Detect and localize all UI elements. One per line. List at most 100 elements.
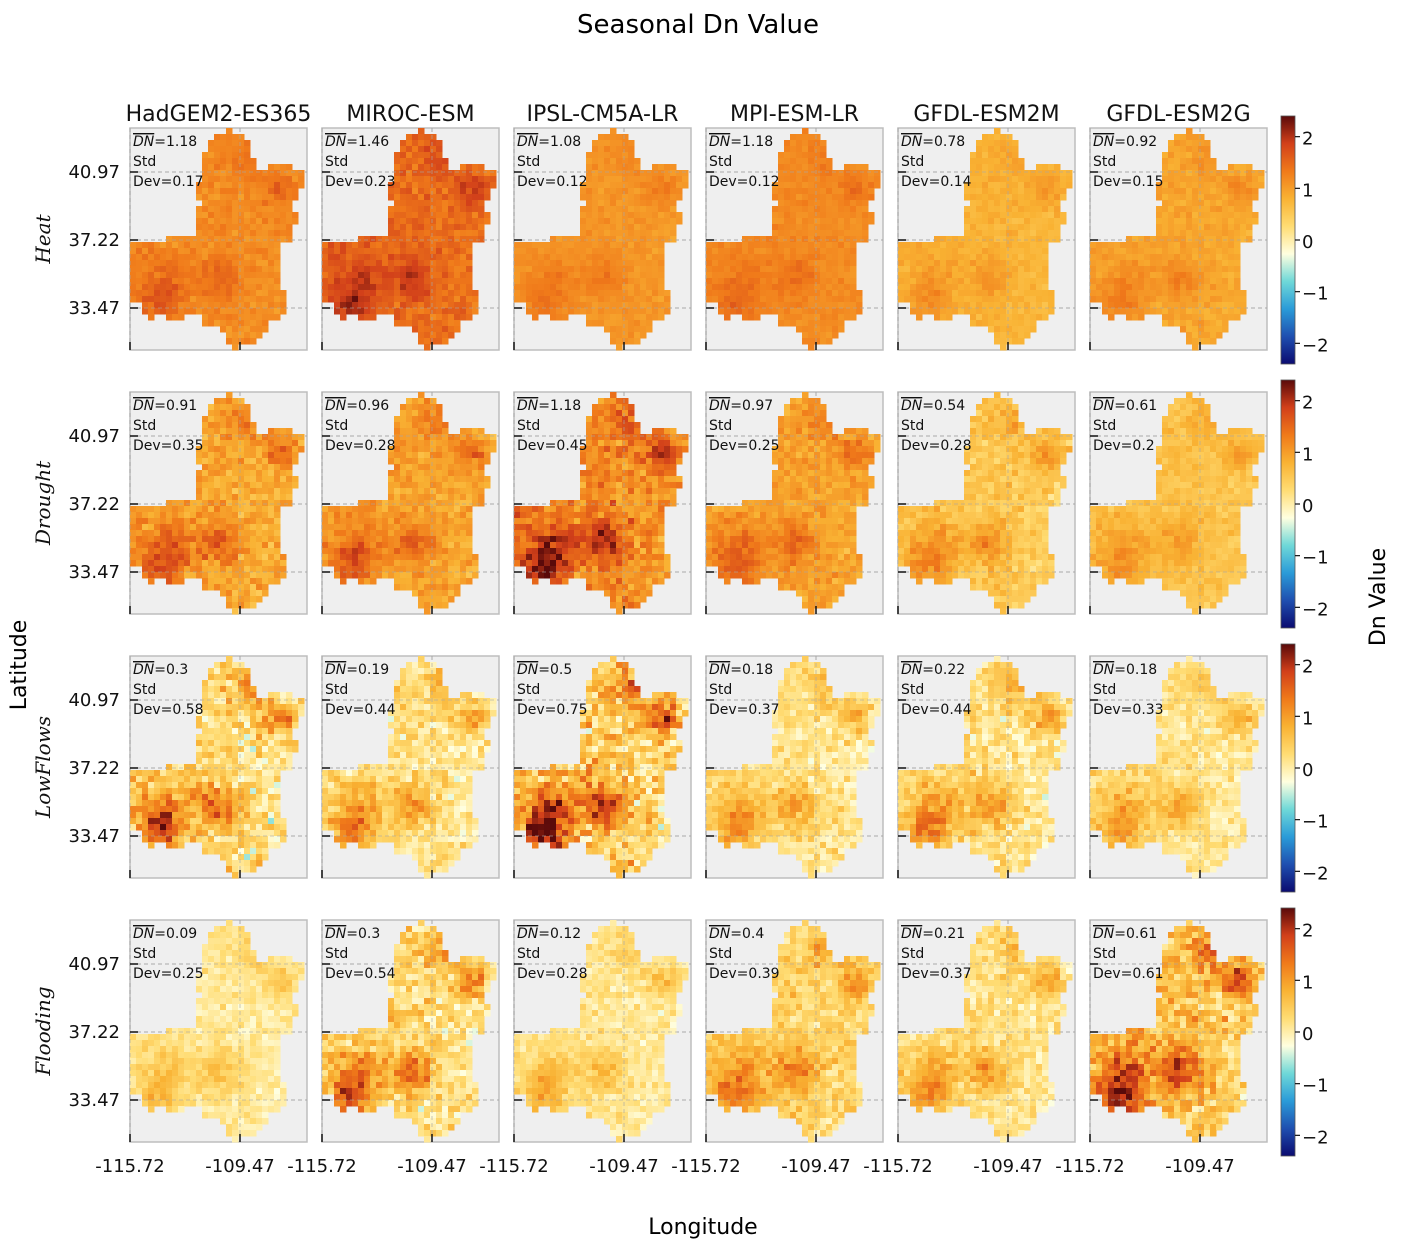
dn-cell: [532, 308, 539, 315]
dn-cell: [268, 524, 275, 531]
dn-cell: [430, 326, 437, 333]
dn-cell: [1036, 302, 1043, 309]
dn-cell: [628, 296, 635, 303]
dn-cell: [778, 218, 785, 225]
dn-cell: [226, 314, 233, 321]
dn-cell: [946, 242, 953, 249]
dn-cell: [400, 218, 407, 225]
dn-cell: [1090, 272, 1097, 279]
dn-cell: [226, 188, 233, 195]
dn-cell: [946, 296, 953, 303]
dn-cell: [166, 236, 173, 243]
dn-cell: [148, 284, 155, 291]
dn-cell: [268, 542, 275, 549]
dn-cell: [196, 506, 203, 513]
dn-cell: [424, 338, 431, 345]
dn-cell: [1174, 146, 1181, 153]
dn-cell: [586, 278, 593, 285]
dn-cell: [280, 488, 287, 495]
dn-cell: [952, 248, 959, 255]
dn-cell: [226, 470, 233, 477]
dn-cell: [394, 254, 401, 261]
dn-cell: [982, 284, 989, 291]
dn-cell: [652, 230, 659, 237]
dn-cell: [862, 170, 869, 177]
dn-cell: [442, 572, 449, 579]
dn-cell: [856, 164, 863, 171]
dn-cell: [208, 530, 215, 537]
dn-cell: [1252, 182, 1259, 189]
dn-cell: [130, 248, 137, 255]
dn-cell: [712, 254, 719, 261]
dn-cell: [1042, 242, 1049, 249]
dn-cell: [610, 314, 617, 321]
dn-cell: [580, 188, 587, 195]
dn-cell: [376, 542, 383, 549]
dn-cell: [790, 266, 797, 273]
dn-cell: [1006, 224, 1013, 231]
dn-cell: [742, 302, 749, 309]
dn-cell: [466, 188, 473, 195]
dn-cell: [250, 278, 257, 285]
dn-cell: [208, 404, 215, 411]
dn-cell: [568, 254, 575, 261]
dn-cell: [466, 266, 473, 273]
dn-cell: [538, 242, 545, 249]
dn-cell: [262, 554, 269, 561]
dn-cell: [274, 302, 281, 309]
dn-cell: [244, 494, 251, 501]
dn-cell: [808, 272, 815, 279]
dn-cell: [394, 554, 401, 561]
dn-cell: [430, 332, 437, 339]
dn-cell: [430, 158, 437, 165]
dn-cell: [970, 266, 977, 273]
dn-cell: [418, 512, 425, 519]
dn-cell: [664, 302, 671, 309]
dn-cell: [352, 284, 359, 291]
dn-cell: [592, 164, 599, 171]
dn-cell: [1000, 338, 1007, 345]
dn-cell: [964, 188, 971, 195]
dn-cell: [946, 248, 953, 255]
dn-cell: [1048, 206, 1055, 213]
dn-cell: [1132, 248, 1139, 255]
dn-cell: [172, 500, 179, 507]
dn-cell: [994, 296, 1001, 303]
dn-cell: [436, 236, 443, 243]
dn-cell: [202, 494, 209, 501]
dn-cell: [730, 272, 737, 279]
dn-cell: [1186, 170, 1193, 177]
dn-cell: [1018, 188, 1025, 195]
dn-cell: [904, 296, 911, 303]
dn-cell: [640, 314, 647, 321]
dn-cell: [226, 494, 233, 501]
dn-cell: [904, 290, 911, 297]
dn-cell: [184, 500, 191, 507]
dn-cell: [226, 422, 233, 429]
dn-cell: [796, 140, 803, 147]
dn-cell: [328, 254, 335, 261]
dn-cell: [328, 554, 335, 561]
dn-cell: [214, 266, 221, 273]
dn-cell: [442, 428, 449, 435]
dn-cell: [442, 278, 449, 285]
dn-cell: [430, 440, 437, 447]
dn-cell: [826, 158, 833, 165]
dn-cell: [244, 296, 251, 303]
dn-cell: [448, 554, 455, 561]
dn-cell: [646, 260, 653, 267]
dn-cell: [136, 272, 143, 279]
dn-cell: [430, 266, 437, 273]
dn-cell: [262, 206, 269, 213]
dn-cell: [286, 452, 293, 459]
dn-cell: [658, 278, 665, 285]
dn-cell: [250, 248, 257, 255]
dn-cell: [838, 290, 845, 297]
dn-cell: [526, 296, 533, 303]
dn-cell: [424, 320, 431, 327]
dn-cell: [256, 320, 263, 327]
dn-cell: [1000, 134, 1007, 141]
dn-cell: [988, 152, 995, 159]
dn-cell: [1120, 290, 1127, 297]
dn-cell: [778, 158, 785, 165]
